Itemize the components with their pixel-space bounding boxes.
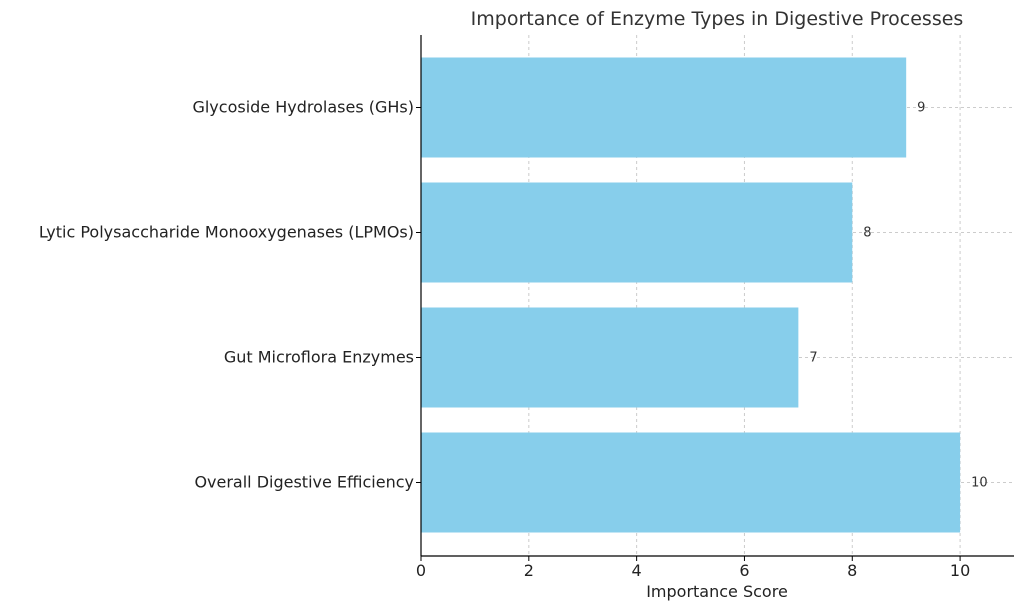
labels-layer: 0 2 4 6 8 10 9 Glycoside Hydrolases (GHs) 8 Lytic… bbox=[39, 98, 988, 581]
bar-value-label: 7 bbox=[809, 351, 817, 366]
bar bbox=[421, 182, 853, 283]
x-tick-label: 0 bbox=[416, 561, 426, 580]
bar bbox=[421, 432, 961, 533]
x-tick-label: 6 bbox=[739, 561, 749, 580]
bar-value-label: 8 bbox=[863, 226, 871, 241]
bar bbox=[421, 57, 907, 158]
bar bbox=[421, 307, 799, 408]
x-tick-label: 2 bbox=[524, 561, 534, 580]
x-tick-label: 8 bbox=[847, 561, 857, 580]
chart-title: Importance of Enzyme Types in Digestive … bbox=[471, 8, 964, 30]
bar-value-label: 10 bbox=[971, 476, 988, 491]
category-label: Lytic Polysaccharide Monooxygenases (LPM… bbox=[39, 223, 414, 242]
category-label: Glycoside Hydrolases (GHs) bbox=[192, 98, 414, 117]
bars-layer bbox=[421, 57, 961, 533]
category-label: Overall Digestive Efficiency bbox=[194, 473, 414, 492]
bar-value-label: 9 bbox=[917, 101, 925, 116]
x-axis-label: Importance Score bbox=[646, 582, 788, 601]
category-label: Gut Microflora Enzymes bbox=[224, 348, 414, 367]
x-tick-label: 4 bbox=[632, 561, 642, 580]
axes-layer bbox=[416, 35, 1014, 561]
x-tick-label: 10 bbox=[950, 561, 970, 580]
